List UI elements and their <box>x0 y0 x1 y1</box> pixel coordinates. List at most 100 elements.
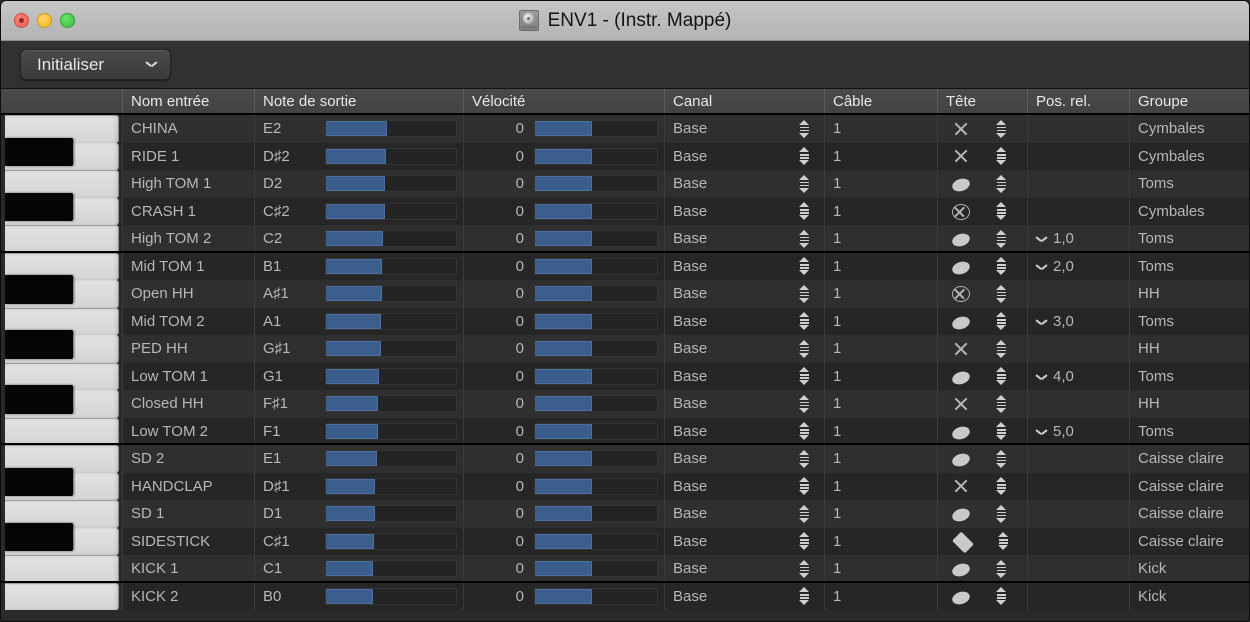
cell-note-head[interactable] <box>937 527 1027 555</box>
channel-stepper[interactable] <box>799 367 810 386</box>
cell-velocity[interactable]: 0 <box>463 225 664 253</box>
cell-input-name[interactable]: PED HH <box>122 335 254 363</box>
cell-output-note[interactable]: G♯1 <box>254 335 463 363</box>
cell-channel[interactable]: Base <box>664 197 824 225</box>
output-note-slider[interactable] <box>325 120 457 138</box>
channel-stepper[interactable] <box>799 119 810 138</box>
channel-stepper[interactable] <box>799 257 810 276</box>
cell-input-name[interactable]: Low TOM 1 <box>122 362 254 390</box>
output-note-slider[interactable] <box>325 422 457 440</box>
velocity-slider[interactable] <box>534 422 658 440</box>
chevron-down-icon[interactable] <box>1036 235 1047 242</box>
cell-note-head[interactable] <box>937 335 1027 363</box>
channel-stepper[interactable] <box>799 532 810 551</box>
table-row[interactable]: Low TOM 2 F1 0 Base 1 5,0 Toms <box>1 417 1249 445</box>
cell-relative-position[interactable] <box>1027 527 1129 555</box>
cell-note-head[interactable] <box>937 362 1027 390</box>
output-note-slider[interactable] <box>325 560 457 578</box>
column-header-note[interactable]: Note de sortie <box>254 89 463 113</box>
note-head-stepper[interactable] <box>996 174 1007 193</box>
cell-channel[interactable]: Base <box>664 142 824 170</box>
keyboard-key-cell[interactable] <box>1 472 122 500</box>
cell-cable[interactable]: 1 <box>824 142 937 170</box>
column-header-head[interactable]: Tête <box>937 89 1027 113</box>
output-note-slider[interactable] <box>325 505 457 523</box>
chevron-down-icon[interactable] <box>1036 428 1047 435</box>
cell-cable[interactable]: 1 <box>824 582 937 610</box>
cell-relative-position[interactable] <box>1027 170 1129 198</box>
cell-channel[interactable]: Base <box>664 362 824 390</box>
table-row[interactable]: SD 1 D1 0 Base 1 Caisse claire <box>1 500 1249 528</box>
cell-input-name[interactable]: HANDCLAP <box>122 472 254 500</box>
cell-velocity[interactable]: 0 <box>463 115 664 143</box>
velocity-slider[interactable] <box>534 285 658 303</box>
keyboard-key-cell[interactable] <box>1 417 122 445</box>
table-row[interactable]: SD 2 E1 0 Base 1 Caisse claire <box>1 445 1249 473</box>
cell-cable[interactable]: 1 <box>824 115 937 143</box>
cell-output-note[interactable]: D♯2 <box>254 142 463 170</box>
cell-channel[interactable]: Base <box>664 527 824 555</box>
cell-note-head[interactable] <box>937 115 1027 143</box>
cell-input-name[interactable]: Open HH <box>122 280 254 308</box>
cell-group[interactable]: Kick <box>1129 582 1249 610</box>
cell-input-name[interactable]: High TOM 1 <box>122 170 254 198</box>
cell-relative-position[interactable] <box>1027 472 1129 500</box>
cell-input-name[interactable]: Mid TOM 1 <box>122 252 254 280</box>
cell-group[interactable]: Caisse claire <box>1129 472 1249 500</box>
velocity-slider[interactable] <box>534 450 658 468</box>
table-row[interactable]: RIDE 1 D♯2 0 Base 1 Cymbales <box>1 142 1249 170</box>
note-head-stepper[interactable] <box>996 119 1007 138</box>
cell-cable[interactable]: 1 <box>824 252 937 280</box>
cell-input-name[interactable]: High TOM 2 <box>122 225 254 253</box>
output-note-slider[interactable] <box>325 340 457 358</box>
cell-output-note[interactable]: B0 <box>254 582 463 610</box>
note-head-stepper[interactable] <box>996 449 1007 468</box>
cell-note-head[interactable] <box>937 252 1027 280</box>
column-header-channel[interactable]: Canal <box>664 89 824 113</box>
cell-output-note[interactable]: F1 <box>254 417 463 445</box>
keyboard-key-cell[interactable] <box>1 170 122 198</box>
cell-relative-position[interactable] <box>1027 142 1129 170</box>
cell-group[interactable]: Cymbales <box>1129 197 1249 225</box>
table-row[interactable]: Open HH A♯1 0 Base 1 HH <box>1 280 1249 308</box>
cell-output-note[interactable]: C1 <box>254 555 463 583</box>
cell-relative-position[interactable] <box>1027 582 1129 610</box>
cell-cable[interactable]: 1 <box>824 500 937 528</box>
cell-channel[interactable]: Base <box>664 170 824 198</box>
output-note-slider[interactable] <box>325 532 457 550</box>
cell-channel[interactable]: Base <box>664 445 824 473</box>
cell-cable[interactable]: 1 <box>824 527 937 555</box>
cell-output-note[interactable]: E1 <box>254 445 463 473</box>
cell-input-name[interactable]: RIDE 1 <box>122 142 254 170</box>
cell-group[interactable]: Kick <box>1129 555 1249 583</box>
keyboard-key-cell[interactable] <box>1 225 122 253</box>
cell-input-name[interactable]: SD 1 <box>122 500 254 528</box>
output-note-slider[interactable] <box>325 312 457 330</box>
minimize-button[interactable] <box>37 13 52 28</box>
cell-note-head[interactable] <box>937 445 1027 473</box>
table-row[interactable]: High TOM 1 D2 0 Base 1 Toms <box>1 170 1249 198</box>
cell-cable[interactable]: 1 <box>824 555 937 583</box>
keyboard-key-cell[interactable] <box>1 445 122 473</box>
cell-relative-position[interactable]: 1,0 <box>1027 225 1129 253</box>
cell-group[interactable]: Caisse claire <box>1129 445 1249 473</box>
cell-note-head[interactable] <box>937 390 1027 418</box>
cell-velocity[interactable]: 0 <box>463 170 664 198</box>
keyboard-key-cell[interactable] <box>1 335 122 363</box>
keyboard-key-cell[interactable] <box>1 197 122 225</box>
cell-note-head[interactable] <box>937 170 1027 198</box>
velocity-slider[interactable] <box>534 230 658 248</box>
cell-note-head[interactable] <box>937 280 1027 308</box>
table-row[interactable]: HANDCLAP D♯1 0 Base 1 Caisse claire <box>1 472 1249 500</box>
cell-note-head[interactable] <box>937 197 1027 225</box>
output-note-slider[interactable] <box>325 450 457 468</box>
velocity-slider[interactable] <box>534 367 658 385</box>
cell-group[interactable]: HH <box>1129 280 1249 308</box>
velocity-slider[interactable] <box>534 505 658 523</box>
cell-group[interactable]: Toms <box>1129 417 1249 445</box>
note-head-stepper[interactable] <box>996 339 1007 358</box>
table-row[interactable]: KICK 1 C1 0 Base 1 Kick <box>1 555 1249 583</box>
cell-cable[interactable]: 1 <box>824 307 937 335</box>
cell-group[interactable]: Toms <box>1129 252 1249 280</box>
note-head-stepper[interactable] <box>996 147 1007 166</box>
